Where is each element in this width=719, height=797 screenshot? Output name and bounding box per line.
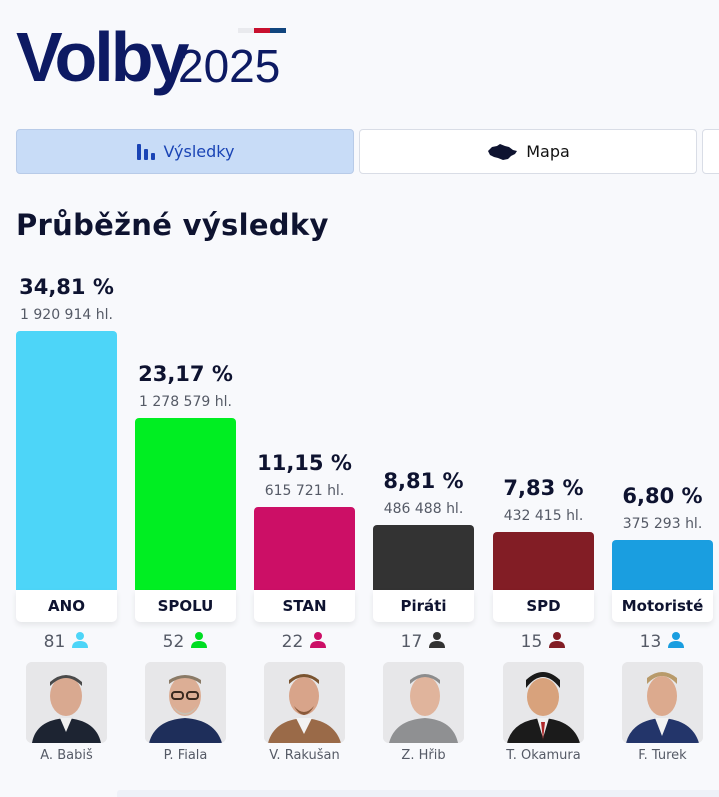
leader-name: P. Fiala [163, 748, 208, 763]
volby-logo[interactable]: Volby 2025 [16, 22, 306, 92]
party-seats: 22 [254, 630, 355, 654]
party-votes: 375 293 hl. [622, 516, 703, 532]
party-bar [612, 540, 713, 590]
person-icon [71, 631, 89, 654]
leader-name: A. Babiš [40, 748, 93, 763]
person-icon [428, 631, 446, 654]
party-bar [254, 507, 355, 590]
tab-map-label: Mapa [526, 142, 570, 161]
party-percent: 7,83 % [503, 476, 584, 500]
party-name: SPOLU [135, 590, 236, 622]
page-title: Průběžné výsledky [16, 208, 329, 242]
party-percent: 11,15 % [257, 451, 352, 475]
logo-word: Volby [16, 18, 189, 96]
party-column-pirati[interactable]: 8,81 % 486 488 hl. Piráti 17 Z. Hřib [373, 260, 474, 763]
party-votes: 432 415 hl. [503, 508, 584, 524]
results-bar-chart: 34,81 % 1 920 914 hl. ANO 81 A. Babiš 23… [16, 260, 719, 763]
party-name: ANO [16, 590, 117, 622]
party-votes: 486 488 hl. [383, 501, 464, 517]
leader-photo [503, 662, 584, 743]
leader-photo [264, 662, 345, 743]
leader-photo [622, 662, 703, 743]
seat-count: 52 [162, 632, 185, 652]
seat-count: 15 [520, 632, 543, 652]
person-icon [309, 631, 327, 654]
party-percent: 34,81 % [19, 275, 114, 299]
seat-count: 17 [400, 632, 423, 652]
party-seats: 13 [612, 630, 713, 654]
flag-red [254, 28, 270, 33]
seat-count: 22 [281, 632, 304, 652]
flag-blue [270, 28, 286, 33]
party-bar [493, 532, 594, 590]
logo-year: 2025 [178, 40, 281, 92]
tab-map[interactable]: Mapa [359, 129, 697, 174]
flag-white [238, 28, 254, 33]
party-percent: 6,80 % [622, 484, 703, 508]
party-name: Piráti [373, 590, 474, 622]
leader-name: Z. Hřib [401, 748, 446, 763]
party-votes: 615 721 hl. [264, 483, 345, 499]
party-seats: 15 [493, 630, 594, 654]
next-section-edge [117, 790, 719, 797]
party-column-stan[interactable]: 11,15 % 615 721 hl. STAN 22 V. Rakušan [254, 260, 355, 763]
leader-name: T. Okamura [506, 748, 581, 763]
party-name: STAN [254, 590, 355, 622]
party-bar [16, 331, 117, 590]
czech-flag-stripe [238, 28, 286, 33]
party-column-spolu[interactable]: 23,17 % 1 278 579 hl. SPOLU 52 P. Fiala [135, 260, 236, 763]
tab-more[interactable] [702, 129, 719, 174]
party-column-motoriste[interactable]: 6,80 % 375 293 hl. Motoristé 13 F. Turek [612, 260, 713, 763]
seat-count: 81 [43, 632, 66, 652]
person-icon [667, 631, 685, 654]
czech-map-icon [486, 143, 518, 161]
party-seats: 52 [135, 630, 236, 654]
person-icon [548, 631, 566, 654]
party-name: Motoristé [612, 590, 713, 622]
party-seats: 81 [16, 630, 117, 654]
leader-photo [145, 662, 226, 743]
party-column-spd[interactable]: 7,83 % 432 415 hl. SPD 15 T. Okamura [493, 260, 594, 763]
party-percent: 23,17 % [138, 362, 233, 386]
party-seats: 17 [373, 630, 474, 654]
party-votes: 1 920 914 hl. [20, 307, 113, 323]
tab-results[interactable]: Výsledky [16, 129, 354, 174]
tab-results-label: Výsledky [163, 142, 235, 161]
party-bar [373, 525, 474, 590]
seat-count: 13 [639, 632, 662, 652]
party-percent: 8,81 % [383, 469, 464, 493]
leader-name: V. Rakušan [269, 748, 340, 763]
party-bar [135, 418, 236, 590]
bar-chart-icon [136, 143, 156, 161]
party-name: SPD [493, 590, 594, 622]
leader-photo [383, 662, 464, 743]
view-tabs: Výsledky Mapa [16, 129, 719, 174]
leader-photo [26, 662, 107, 743]
person-icon [190, 631, 208, 654]
leader-name: F. Turek [638, 748, 687, 763]
party-column-ano[interactable]: 34,81 % 1 920 914 hl. ANO 81 A. Babiš [16, 260, 117, 763]
party-votes: 1 278 579 hl. [139, 394, 232, 410]
